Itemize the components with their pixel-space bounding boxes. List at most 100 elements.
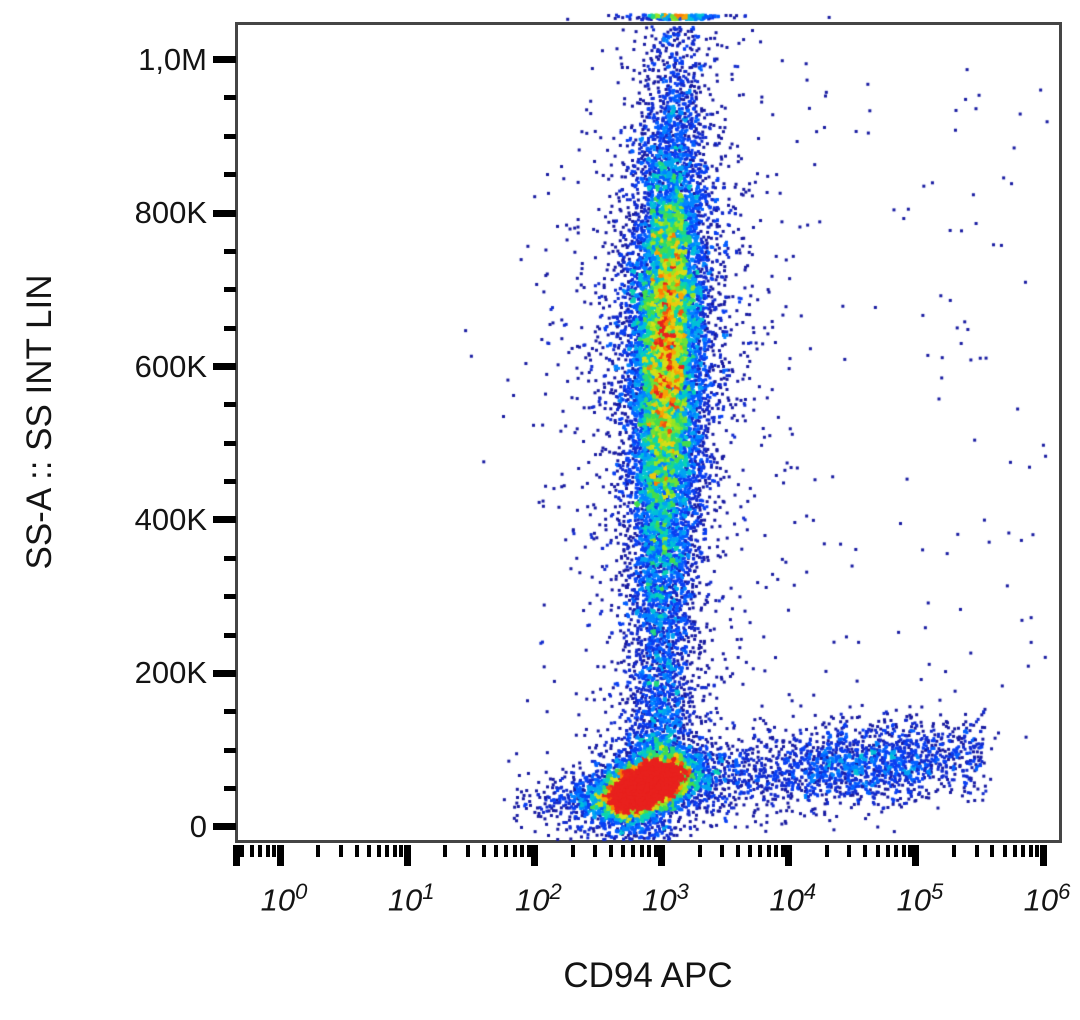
y-axis-major-tick (213, 669, 236, 677)
x-tick-label: 106 (1023, 879, 1071, 918)
x-axis-minor-tick (639, 845, 644, 857)
y-axis-minor-tick (224, 479, 236, 485)
x-axis-minor-tick (653, 845, 658, 857)
x-axis-minor-tick (631, 845, 636, 857)
y-axis-minor-tick (224, 440, 236, 446)
x-axis-minor-tick (1035, 845, 1040, 857)
y-axis-minor-tick (224, 248, 236, 254)
y-axis-major-tick (213, 363, 236, 370)
y-tick-label: 0 (189, 808, 207, 844)
x-axis-minor-tick (767, 845, 771, 857)
y-axis-minor-tick (224, 632, 236, 638)
x-axis-title: CD94 APC (563, 956, 733, 995)
y-axis-title: SS-A :: SS INT LIN (20, 274, 59, 570)
x-axis-minor-tick (481, 845, 486, 857)
y-axis-minor-tick (224, 287, 236, 293)
x-axis-minor-tick (258, 845, 263, 857)
x-axis-minor-tick (863, 845, 868, 857)
x-axis-minor-tick (354, 845, 359, 857)
y-tick-label: 800K (134, 195, 207, 231)
x-axis-minor-tick (824, 845, 829, 857)
x-tick-label: 105 (896, 879, 944, 918)
y-axis-minor-tick (224, 747, 236, 753)
x-axis-minor-tick (736, 845, 741, 857)
x-axis-minor-tick (392, 845, 397, 857)
y-tick-label: 600K (134, 348, 207, 384)
x-axis-major-tick (276, 845, 284, 866)
x-axis-minor-tick (465, 845, 470, 857)
y-axis-minor-tick (224, 555, 236, 561)
y-axis-major-tick (213, 516, 236, 524)
x-axis-minor-tick (443, 845, 448, 857)
y-axis-minor-tick (224, 172, 236, 178)
x-axis-minor-tick (780, 845, 785, 857)
x-axis-minor-tick (520, 845, 525, 857)
x-axis-minor-tick (774, 845, 779, 857)
y-axis-minor-tick (224, 402, 236, 408)
y-axis-major-tick (213, 56, 236, 64)
x-tick-exponent: 2 (549, 879, 562, 904)
x-tick-exponent: 1 (422, 879, 435, 904)
x-axis-origin-tick (233, 845, 240, 866)
x-tick-label: 103 (642, 879, 689, 918)
x-axis-minor-tick (1028, 845, 1033, 857)
x-axis-minor-tick (399, 845, 404, 857)
x-axis-minor-tick (974, 845, 979, 857)
x-tick-exponent: 5 (930, 879, 944, 904)
y-tick-label: 200K (134, 655, 207, 691)
x-axis-minor-tick (697, 845, 702, 857)
x-axis-major-tick (658, 845, 666, 866)
x-tick-exponent: 3 (676, 879, 689, 904)
x-axis-minor-tick (647, 845, 652, 857)
y-axis-minor-tick (224, 594, 236, 600)
x-axis-minor-tick (376, 845, 381, 857)
x-axis-minor-tick (901, 845, 906, 857)
x-tick-label: 100 (260, 879, 308, 918)
x-axis-minor-tick (249, 845, 254, 857)
x-axis-minor-tick (875, 845, 880, 857)
x-axis-minor-tick (494, 845, 499, 857)
x-axis-major-tick (403, 845, 411, 866)
x-axis-minor-tick (239, 845, 244, 857)
x-axis-minor-tick (512, 845, 517, 857)
x-axis-minor-tick (1002, 845, 1007, 857)
x-tick-exponent: 4 (803, 879, 817, 904)
x-tick-label: 104 (769, 879, 817, 918)
x-tick-exponent: 0 (295, 879, 308, 904)
x-axis-minor-tick (272, 845, 277, 857)
x-axis-major-tick (530, 845, 538, 866)
x-axis-minor-tick (338, 845, 343, 857)
x-axis-major-tick (785, 845, 793, 866)
x-axis-major-tick (912, 845, 920, 866)
y-tick-label: 1,0M (138, 41, 207, 77)
x-axis-minor-tick (385, 845, 390, 857)
x-tick-label: 101 (387, 879, 435, 918)
x-axis-minor-tick (366, 845, 371, 857)
y-axis-minor-tick (224, 133, 236, 139)
x-axis-minor-tick (570, 845, 575, 857)
x-axis-minor-tick (908, 845, 913, 857)
y-axis-minor-tick (224, 786, 236, 792)
x-axis-minor-tick (593, 845, 598, 857)
x-axis-minor-tick (504, 845, 509, 857)
x-axis-minor-tick (621, 845, 626, 857)
x-axis-minor-tick (316, 845, 321, 857)
x-axis-minor-tick (608, 845, 613, 857)
x-axis-minor-tick (265, 845, 270, 857)
y-axis-minor-tick (224, 95, 236, 101)
x-axis-minor-tick (748, 845, 753, 857)
y-axis-major-tick (213, 823, 236, 831)
x-axis-minor-tick (1012, 845, 1017, 857)
x-axis-minor-tick (952, 845, 957, 857)
x-axis-minor-tick (894, 845, 899, 857)
x-axis-minor-tick (526, 845, 531, 857)
x-axis-minor-tick (720, 845, 725, 857)
x-tick-exponent: 6 (1058, 879, 1071, 904)
x-axis-minor-tick (990, 845, 995, 857)
y-axis-minor-tick (224, 325, 236, 331)
x-axis-minor-tick (847, 845, 852, 857)
x-axis-minor-tick (758, 845, 763, 857)
x-axis-minor-tick (1021, 845, 1026, 857)
